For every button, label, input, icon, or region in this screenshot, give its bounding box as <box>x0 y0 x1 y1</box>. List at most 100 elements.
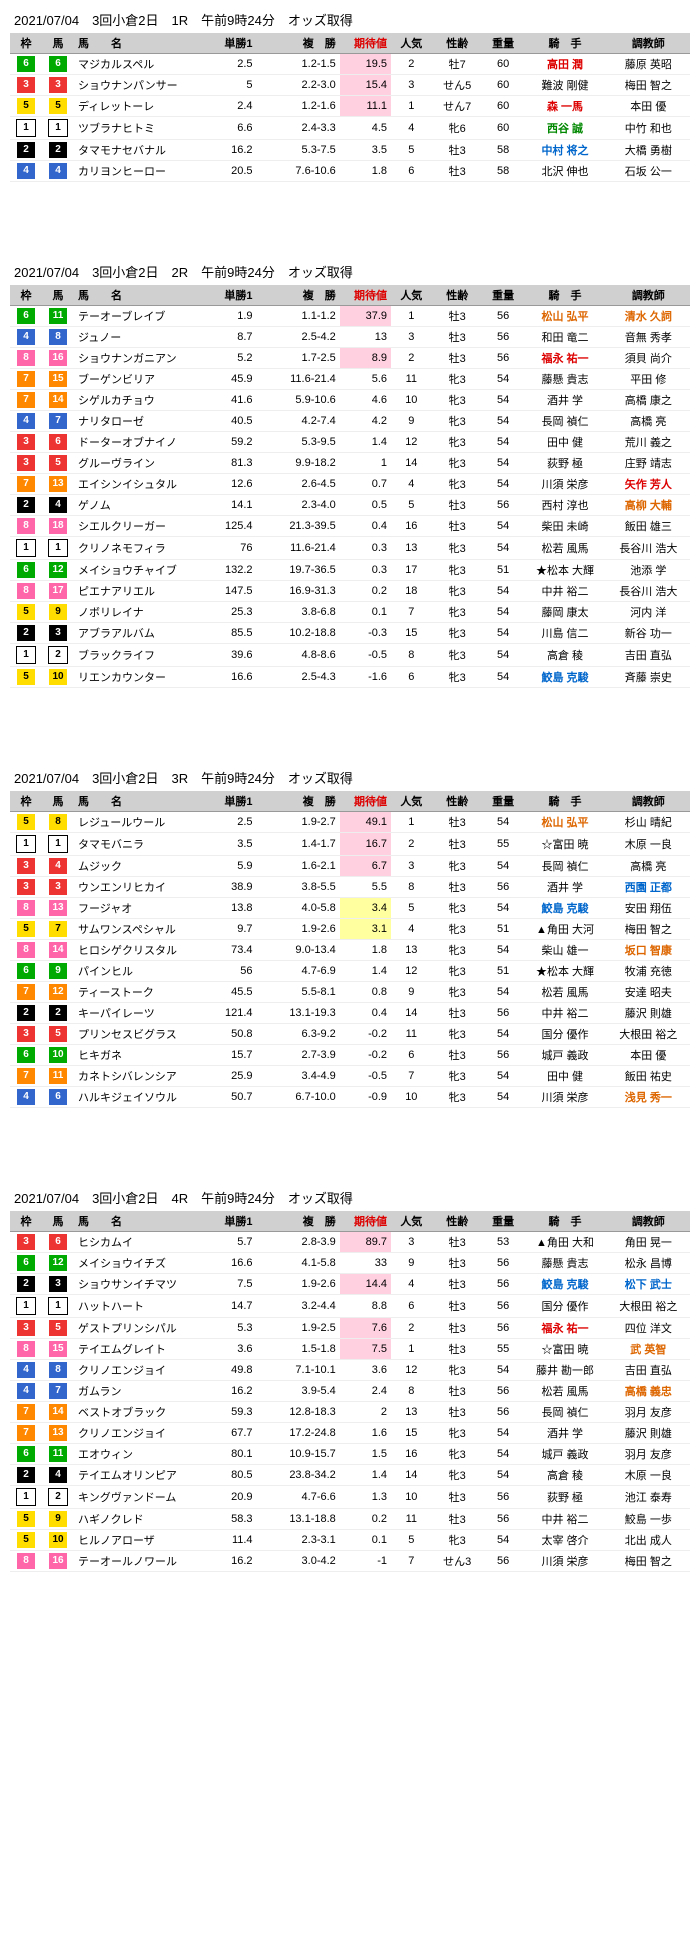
kitai: 0.1 <box>340 1530 391 1551</box>
col-header: 人気 <box>391 33 432 54</box>
uma-box: 5 <box>49 98 67 114</box>
horse-name: キングヴァンドーム <box>74 1486 200 1509</box>
trainer: 鮫島 一歩 <box>607 1509 690 1530</box>
trainer: 高橋 亮 <box>607 856 690 877</box>
table-row: 714シゲルカチョウ41.65.9-10.64.610牝354酒井 学高橋 康之 <box>10 390 690 411</box>
weight: 54 <box>483 432 524 453</box>
seirei: 牝3 <box>432 537 483 560</box>
horse-name: ドーターオブナイノ <box>74 432 200 453</box>
col-header: 期待値 <box>340 791 391 812</box>
waku-box: 7 <box>17 1425 35 1441</box>
jockey: 川須 栄彦 <box>523 1551 606 1572</box>
waku-box: 5 <box>17 814 35 830</box>
jockey: 藤懸 貴志 <box>523 369 606 390</box>
horse-name: グルーヴライン <box>74 453 200 474</box>
table-row: 69パインヒル564.7-6.91.412牝351★松本 大輝牧浦 充徳 <box>10 961 690 982</box>
kitai: 8.8 <box>340 1295 391 1318</box>
horse-name: マジカルスペル <box>74 54 200 75</box>
kitai: -0.5 <box>340 1066 391 1087</box>
waku-box: 6 <box>17 1047 35 1063</box>
weight: 56 <box>483 327 524 348</box>
race-block: 2021/07/04 3回小倉2日 1R 午前9時24分 オッズ取得枠馬馬 名単… <box>10 10 690 182</box>
horse-name: シエルクリーガー <box>74 516 200 537</box>
uma-box: 12 <box>49 984 67 1000</box>
horse-name: ハギノクレド <box>74 1509 200 1530</box>
tansho: 6.6 <box>200 117 257 140</box>
trainer: 本田 優 <box>607 96 690 117</box>
jockey: 西谷 誠 <box>523 117 606 140</box>
weight: 54 <box>483 1024 524 1045</box>
uma-box: 3 <box>49 625 67 641</box>
waku-box: 2 <box>17 1467 35 1483</box>
kitai: 16.7 <box>340 833 391 856</box>
horse-name: ティーストーク <box>74 982 200 1003</box>
kitai: -0.2 <box>340 1045 391 1066</box>
table-row: 23ショウサンイチマツ7.51.9-2.614.44牡356鮫島 克駿松下 武士 <box>10 1274 690 1295</box>
ninki: 5 <box>391 898 432 919</box>
tansho: 80.1 <box>200 1444 257 1465</box>
trainer: 大根田 裕之 <box>607 1295 690 1318</box>
waku-box: 8 <box>17 1341 35 1357</box>
kitai: 1.8 <box>340 161 391 182</box>
trainer: 池添 学 <box>607 560 690 581</box>
col-header: 馬 <box>42 1211 74 1232</box>
fukusho: 5.3-7.5 <box>257 140 340 161</box>
table-row: 817ピエナアリエル147.516.9-31.30.218牝354中井 裕二長谷… <box>10 581 690 602</box>
jockey: 松山 弘平 <box>523 306 606 327</box>
uma-box: 16 <box>49 1553 67 1569</box>
tansho: 49.8 <box>200 1360 257 1381</box>
jockey: 北沢 伸也 <box>523 161 606 182</box>
horse-name: ヒロシゲクリスタル <box>74 940 200 961</box>
table-row: 11タマモバニラ3.51.4-1.716.72牡355☆富田 暁木原 一良 <box>10 833 690 856</box>
tansho: 20.9 <box>200 1486 257 1509</box>
uma-box: 16 <box>49 350 67 366</box>
jockey: 城戸 義政 <box>523 1444 606 1465</box>
horse-name: ゲノム <box>74 495 200 516</box>
race-block: 2021/07/04 3回小倉2日 4R 午前9時24分 オッズ取得枠馬馬 名単… <box>10 1188 690 1572</box>
weight: 54 <box>483 1465 524 1486</box>
seirei: せん5 <box>432 75 483 96</box>
ninki: 15 <box>391 623 432 644</box>
ninki: 2 <box>391 1318 432 1339</box>
horse-name: シゲルカチョウ <box>74 390 200 411</box>
jockey: 中井 裕二 <box>523 1003 606 1024</box>
table-row: 612メイショウチャイブ132.219.7-36.50.317牝351★松本 大… <box>10 560 690 581</box>
ninki: 10 <box>391 1486 432 1509</box>
weight: 54 <box>483 1444 524 1465</box>
race-title: 2021/07/04 3回小倉2日 3R 午前9時24分 オッズ取得 <box>10 768 690 787</box>
race-block: 2021/07/04 3回小倉2日 3R 午前9時24分 オッズ取得枠馬馬 名単… <box>10 768 690 1108</box>
ninki: 6 <box>391 161 432 182</box>
tansho: 16.2 <box>200 140 257 161</box>
trainer: 矢作 芳人 <box>607 474 690 495</box>
trainer: 高橋 亮 <box>607 411 690 432</box>
horse-name: ベストオブラック <box>74 1402 200 1423</box>
seirei: 牝3 <box>432 1066 483 1087</box>
kitai: 8.9 <box>340 348 391 369</box>
horse-name: ノボリレイナ <box>74 602 200 623</box>
trainer: 木原 一良 <box>607 833 690 856</box>
fukusho: 10.2-18.8 <box>257 623 340 644</box>
table-row: 818シエルクリーガー125.421.3-39.50.416牡354柴田 未崎飯… <box>10 516 690 537</box>
weight: 58 <box>483 161 524 182</box>
tansho: 14.7 <box>200 1295 257 1318</box>
jockey: 国分 優作 <box>523 1295 606 1318</box>
trainer: 藤原 英昭 <box>607 54 690 75</box>
uma-box: 13 <box>49 1425 67 1441</box>
jockey: 松若 風馬 <box>523 982 606 1003</box>
tansho: 13.8 <box>200 898 257 919</box>
tansho: 14.1 <box>200 495 257 516</box>
fukusho: 3.9-5.4 <box>257 1381 340 1402</box>
ninki: 6 <box>391 1295 432 1318</box>
col-header: 期待値 <box>340 33 391 54</box>
fukusho: 16.9-31.3 <box>257 581 340 602</box>
kitai: -0.9 <box>340 1087 391 1108</box>
uma-box: 1 <box>48 539 68 557</box>
uma-box: 12 <box>49 1255 67 1271</box>
uma-box: 2 <box>49 142 67 158</box>
kitai: 2.4 <box>340 1381 391 1402</box>
tansho: 58.3 <box>200 1509 257 1530</box>
seirei: 牡3 <box>432 1003 483 1024</box>
uma-box: 8 <box>49 814 67 830</box>
waku-box: 2 <box>17 1276 35 1292</box>
tansho: 8.7 <box>200 327 257 348</box>
